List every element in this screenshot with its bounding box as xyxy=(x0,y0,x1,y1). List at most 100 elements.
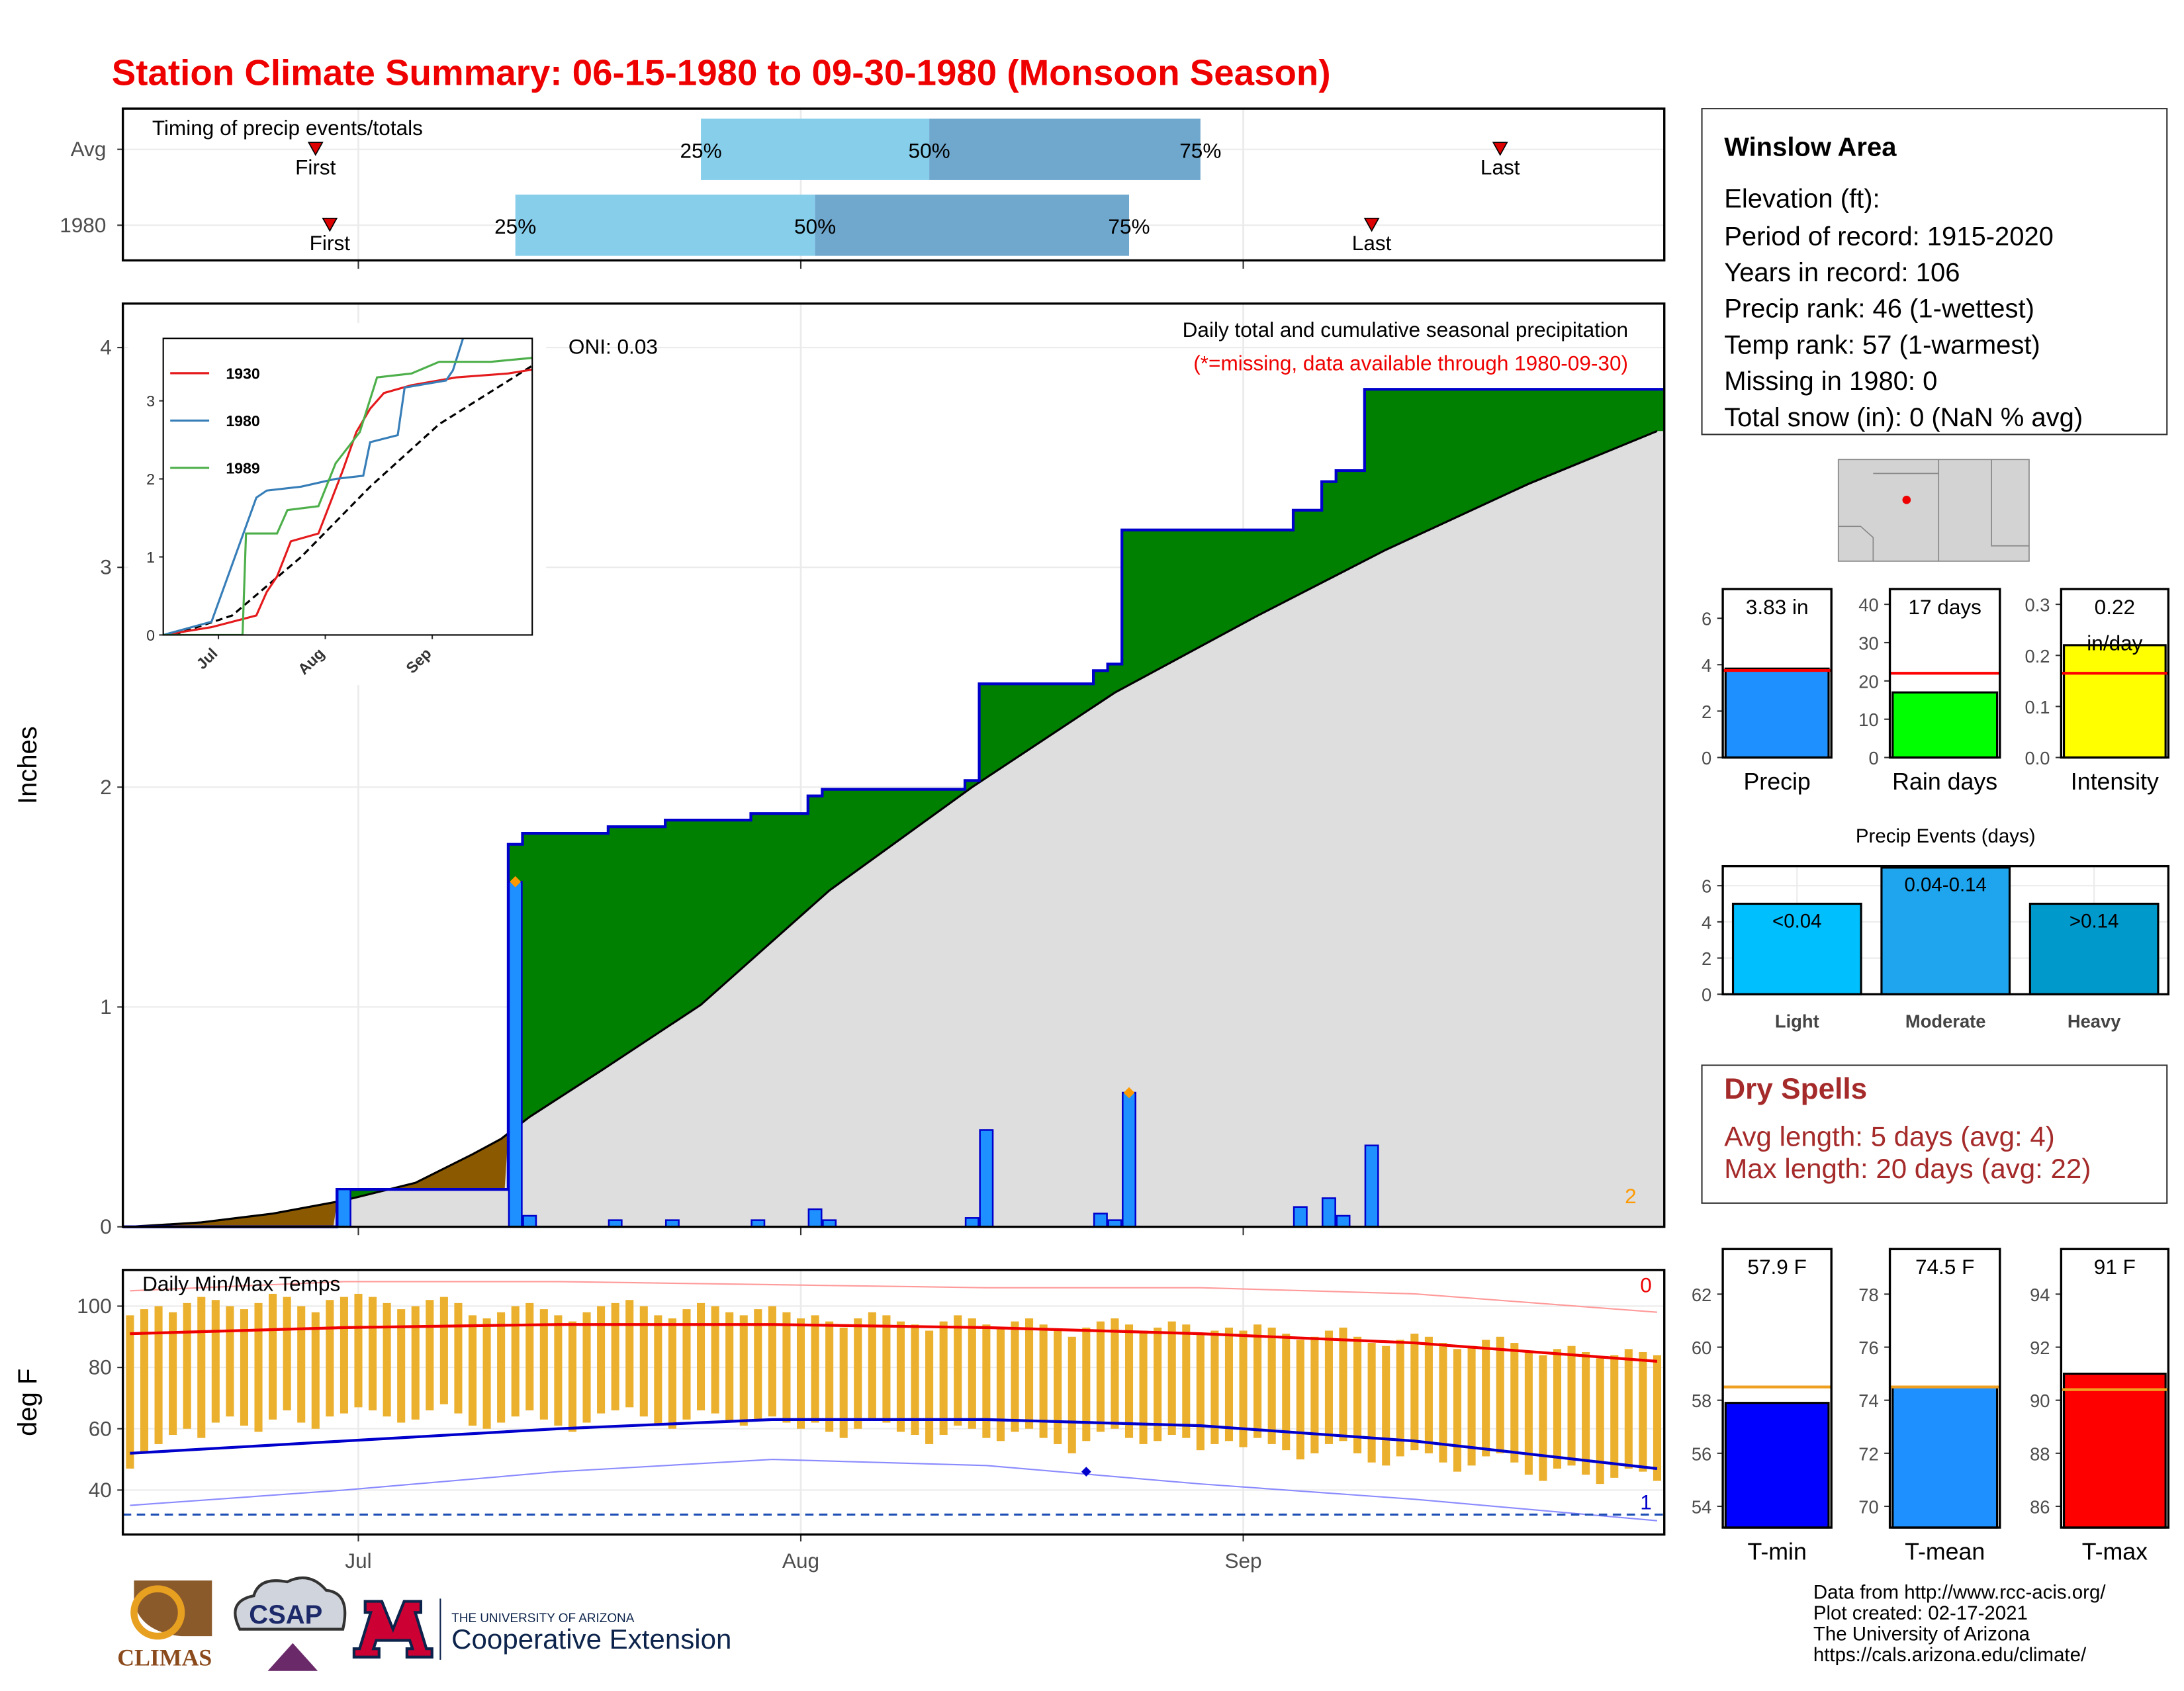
y-tick-label: 4 xyxy=(100,336,112,359)
daily-temp-bar xyxy=(1482,1340,1490,1457)
daily-temp-bar xyxy=(369,1297,377,1410)
y-tick-label: 86 xyxy=(2030,1497,2050,1518)
daily-temp-bar xyxy=(639,1306,648,1417)
daily-temp-bar xyxy=(768,1306,776,1417)
daily-temp-bar xyxy=(1453,1349,1462,1472)
normal-min-line xyxy=(130,1418,1658,1471)
bar-label: >0.14 xyxy=(2070,910,2119,932)
daily-temp-bar xyxy=(297,1306,306,1423)
panel-frame xyxy=(1888,588,2001,759)
y-tick-label: 0 xyxy=(146,627,155,644)
category-label: Precip xyxy=(1743,768,1810,795)
info-title: Winslow Area xyxy=(1724,133,1897,162)
summary-bar xyxy=(2062,1373,2167,1529)
y-tick-label: 70 xyxy=(1858,1497,1878,1518)
daily-temp-bar xyxy=(796,1318,805,1429)
daily-bar xyxy=(508,880,523,1228)
y-tick-label: 30 xyxy=(1858,633,1878,653)
daily-temp-bar xyxy=(811,1315,819,1423)
daily-temp-bar xyxy=(711,1306,719,1414)
record-max-line xyxy=(130,1281,1658,1313)
daily-temp-bar xyxy=(340,1297,348,1414)
y-tick-label: 0 xyxy=(1702,985,1711,1005)
y-tick-label: 4 xyxy=(1702,912,1711,933)
credit-line: Data from http://www.rcc-acis.org/ xyxy=(1813,1581,2106,1603)
daily-temp-bar xyxy=(1267,1327,1276,1444)
daily-temp-bar xyxy=(482,1318,491,1429)
credit-line: https://cals.arizona.edu/climate/ xyxy=(1813,1644,2087,1666)
panel-frame xyxy=(121,302,1666,1228)
daily-temp-bar xyxy=(1596,1358,1604,1485)
y-tick-label: 62 xyxy=(1692,1285,1711,1305)
record-min-line xyxy=(130,1459,1658,1522)
daily-temp-bar xyxy=(1639,1351,1647,1472)
season-line xyxy=(163,357,533,635)
daily-temp-bar xyxy=(882,1315,891,1423)
timing-band xyxy=(815,195,1130,256)
daily-temp-bar xyxy=(426,1300,434,1410)
daily-temp-bar xyxy=(939,1321,948,1436)
csap-mountain xyxy=(267,1643,318,1671)
daily-temp-bar xyxy=(597,1306,606,1414)
daily-temp-bar xyxy=(1339,1327,1347,1441)
daily-temp-bar xyxy=(668,1318,676,1429)
y-tick-label: 1 xyxy=(146,549,155,566)
event-label: Last xyxy=(1480,156,1520,179)
daily-temp-bar xyxy=(1310,1336,1319,1453)
panel-frame xyxy=(1721,1248,1833,1529)
daily-temp-bar xyxy=(568,1321,576,1432)
y-tick-label: 10 xyxy=(1858,709,1878,730)
daily-temp-bar xyxy=(226,1306,234,1417)
panel-frame xyxy=(2060,1248,2170,1529)
climas-emblem xyxy=(134,1580,212,1637)
cumulative-line xyxy=(122,388,1664,1228)
map-land xyxy=(1837,459,2030,562)
extension-name: Cooperative Extension xyxy=(451,1623,731,1655)
y-tick-label: 0.1 xyxy=(2025,697,2050,717)
daily-temp-bar xyxy=(925,1330,934,1444)
footer-logos: CLIMAS CSAP THE UNIVERSITY OF ARIZONA Co… xyxy=(117,1576,731,1671)
y-tick-label: 72 xyxy=(1858,1443,1878,1464)
daily-temp-bar xyxy=(154,1306,163,1444)
daily-temp-bar xyxy=(397,1309,406,1423)
timing-band xyxy=(515,195,815,256)
y-tick-label: 76 xyxy=(1858,1338,1878,1358)
daily-temp-bar xyxy=(1553,1349,1562,1469)
dry-spells-box xyxy=(1701,1064,2168,1204)
panel-background xyxy=(122,1269,1664,1535)
daily-temp-bar xyxy=(1154,1327,1162,1441)
daily-temp-bar xyxy=(896,1321,905,1432)
daily-temp-bar xyxy=(1424,1336,1433,1453)
summary-bar xyxy=(1891,691,1999,759)
daily-temp-bar xyxy=(1624,1349,1633,1469)
panel-frame xyxy=(2060,588,2170,759)
panel-frame xyxy=(1888,1248,2001,1529)
daily-temp-bar xyxy=(625,1300,634,1408)
daily-temp-bar xyxy=(1224,1327,1234,1441)
map-border xyxy=(1991,459,2029,547)
daily-bar xyxy=(1336,1214,1351,1228)
y-tick-label: 40 xyxy=(1858,595,1878,616)
credit-line: The University of Arizona xyxy=(1813,1623,2030,1645)
map-border xyxy=(1838,526,1874,561)
dry-spells-line: Max length: 20 days (avg: 22) xyxy=(1724,1153,2091,1184)
daily-bar xyxy=(1122,1091,1136,1228)
daily-temp-bar xyxy=(1510,1343,1519,1463)
y-tick-label: 1980 xyxy=(60,213,106,237)
info-line: Total snow (in): 0 (NaN % avg) xyxy=(1724,403,2083,432)
y-tick-label: 40 xyxy=(89,1478,112,1502)
y-tick-label: 3 xyxy=(146,392,155,410)
daily-temp-bar xyxy=(197,1297,206,1438)
daily-temp-bar xyxy=(1567,1346,1576,1466)
y-tick-label: 60 xyxy=(1692,1338,1711,1358)
record-count: 2 xyxy=(1625,1184,1637,1208)
info-line: Temp rank: 57 (1-warmest) xyxy=(1724,330,2040,359)
inset-lines xyxy=(163,338,533,635)
daily-bar xyxy=(807,1208,823,1228)
daily-bar xyxy=(964,1217,979,1228)
value-label: 17 days xyxy=(1908,595,1981,619)
daily-temp-bar xyxy=(497,1312,506,1423)
daily-temp-bar xyxy=(1382,1346,1390,1466)
ua-name: THE UNIVERSITY OF ARIZONA xyxy=(451,1612,635,1625)
